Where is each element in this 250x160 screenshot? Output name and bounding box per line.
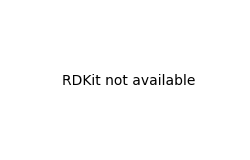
Text: RDKit not available: RDKit not available <box>62 74 194 88</box>
